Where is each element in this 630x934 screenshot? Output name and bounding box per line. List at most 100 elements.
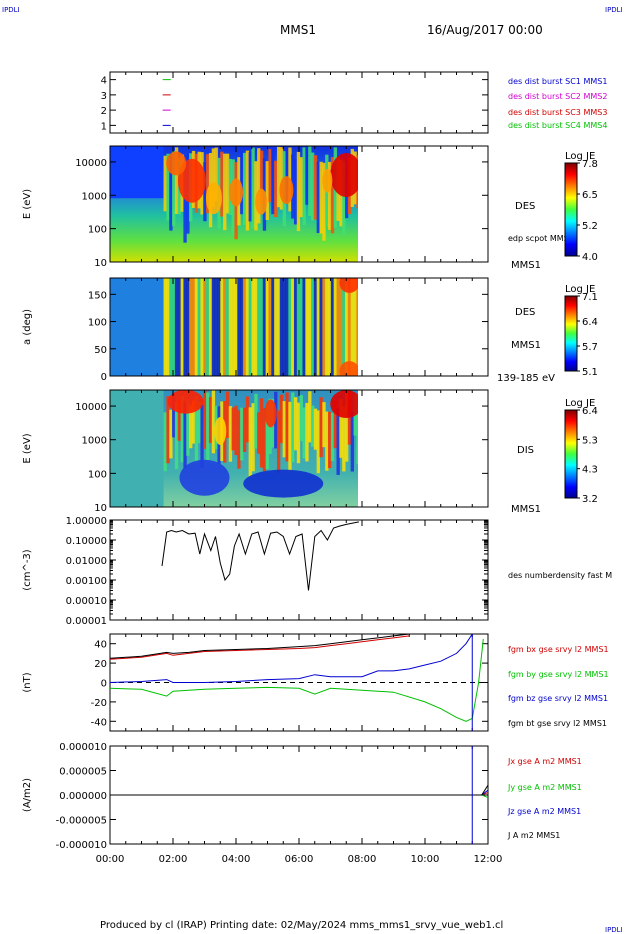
spectrogram-strip <box>242 278 247 376</box>
legend-entry: fgm bz gse srvy l2 MMS1 <box>508 694 608 703</box>
corner-label-right: IPDLI <box>605 6 623 14</box>
spectrogram-feature <box>214 416 227 445</box>
spectrogram-strip <box>234 278 238 376</box>
spectrogram-strip <box>262 408 267 472</box>
spectrogram-strip <box>254 278 258 376</box>
spectrogram-strip <box>166 278 170 376</box>
spectrogram-strip <box>203 162 207 222</box>
spectrogram-strip <box>276 278 281 376</box>
time-tick-label: 04:00 <box>222 854 251 865</box>
spectrogram-strip <box>172 278 176 376</box>
y-tick-label: 1000 <box>82 191 107 202</box>
legend-entry: des dist burst SC1 MMS1 <box>508 77 607 86</box>
spectrogram-strip <box>208 278 213 376</box>
fgm-line <box>110 635 410 660</box>
colorbar-tick-label: 4.0 <box>582 252 598 263</box>
fgm-series <box>110 634 484 731</box>
species-label: DES <box>515 201 535 212</box>
y-axis-label: (cm^-3) <box>22 549 33 590</box>
panel-current-density: -0.000010 -0.000005 0.000000 0.000005 0.0000… <box>22 742 582 851</box>
y-tick-label: 100 <box>88 318 107 329</box>
spectrogram-strip <box>240 407 244 461</box>
spectrogram-strip <box>194 396 199 464</box>
spectrogram-strip <box>231 407 235 451</box>
colorbar-tick-label: 7.1 <box>582 292 598 303</box>
spectrogram-strip <box>308 391 312 443</box>
spectrogram-strip <box>336 408 340 475</box>
spectrogram-strip <box>319 397 323 458</box>
spectrogram-strip <box>183 401 187 468</box>
fgm-line <box>110 638 484 722</box>
spectrogram-strip <box>291 278 295 376</box>
spectrogram-strip <box>211 390 216 454</box>
spectrogram-strip <box>169 409 173 459</box>
spectrogram-strip <box>166 153 170 221</box>
spectrogram-strip <box>308 278 312 376</box>
spectrogram-strip <box>347 391 352 445</box>
y-tick-label: 0.01000 <box>66 556 107 567</box>
y-tick-label: 50 <box>94 345 107 356</box>
spectrogram-strip <box>344 278 349 376</box>
colorbar-tick-label: 7.8 <box>582 159 598 170</box>
spectrogram-strip <box>251 278 255 376</box>
spectrogram-region <box>110 390 164 507</box>
spectrogram-strip <box>166 396 170 464</box>
spectrogram-feature <box>330 153 358 197</box>
spectrogram-strip <box>308 146 312 217</box>
corner-label-bottom-right: IPDLI <box>605 926 623 934</box>
spectrogram-strip <box>271 146 275 215</box>
colorbar-tick-label: 6.4 <box>582 317 598 328</box>
spectrogram-strip <box>163 155 167 212</box>
spectrogram-strip <box>262 278 267 376</box>
colorbar-tick-label: 5.2 <box>582 221 598 232</box>
spectrogram-feature <box>279 176 294 205</box>
spectrogram-strip <box>339 278 343 376</box>
y-tick-label: 0.10000 <box>66 536 107 547</box>
spectrogram-feature <box>255 188 268 215</box>
spectrogram-strip <box>339 399 343 458</box>
spectrogram-strip <box>291 392 295 463</box>
spectrogram-strip <box>242 152 247 225</box>
spectrogram-strip <box>254 393 258 449</box>
spectrogram-feature <box>205 182 222 215</box>
spectrogram-strip <box>327 278 332 376</box>
spectrogram-strip <box>223 278 227 376</box>
y-axis-label: (A/m2) <box>22 778 33 812</box>
spectrogram-strip <box>163 412 167 472</box>
spectrogram-strip <box>214 147 218 202</box>
overlay-label: edp scpot MMS1 <box>508 234 574 243</box>
colorbar <box>564 162 578 257</box>
spectrogram-strip <box>325 411 329 471</box>
spectrogram-strip <box>274 160 278 218</box>
spectrogram-strip <box>268 278 272 376</box>
spectrogram-strip <box>342 161 346 235</box>
spectrogram-strip <box>203 278 207 376</box>
spectrogram-strip <box>259 150 264 204</box>
spectrogram-strip <box>276 146 281 208</box>
y-tick-label: 0.00001 <box>66 616 107 627</box>
time-tick-label: 02:00 <box>159 854 188 865</box>
spectrogram-strip <box>265 161 269 220</box>
spectrogram-strip <box>333 278 337 376</box>
spectrogram-strip <box>322 162 326 241</box>
spectrogram-strip <box>279 147 284 210</box>
spectrogram-strip <box>325 278 329 376</box>
spectrogram-strip <box>327 411 332 469</box>
spectrogram-feature <box>322 168 333 193</box>
y-tick-label: 0 <box>101 679 107 690</box>
spectrogram-region <box>110 146 164 199</box>
panel-des-energy-spectrogram: 10 100 1000 10000 E (eV) DES edp scpot MMS1 MMS… <box>22 145 598 271</box>
y-tick-label: 10000 <box>75 402 107 413</box>
spectrogram-strip <box>203 390 207 449</box>
spectrogram-strip <box>191 278 196 376</box>
spectrogram-strip <box>172 392 176 438</box>
spectrogram-strip <box>240 151 244 215</box>
spectrogram-strip <box>350 278 354 376</box>
spectrogram-strip <box>333 400 337 449</box>
spectrogram-strip <box>172 150 176 226</box>
spectrogram-strip <box>293 159 298 225</box>
spectrogram-strip <box>285 278 289 376</box>
spectrogram-strip <box>225 153 230 214</box>
spectrogram-feature <box>264 399 277 428</box>
spectrogram-strip <box>330 157 335 234</box>
